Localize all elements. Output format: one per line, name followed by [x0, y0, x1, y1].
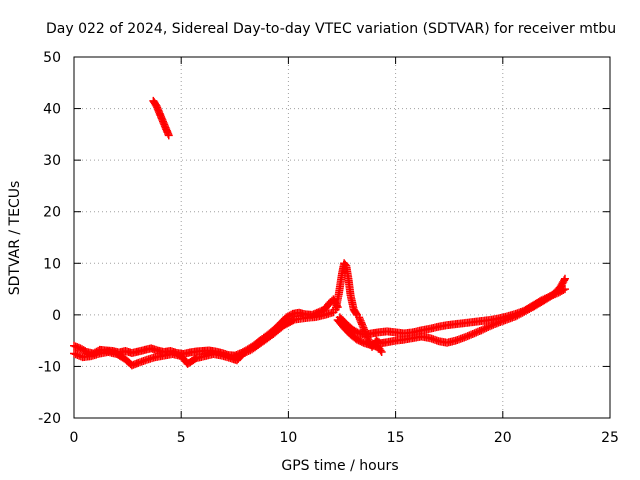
data-point-marker [511, 312, 520, 321]
data-point-marker [363, 334, 372, 343]
data-point-marker [513, 311, 522, 320]
x-tick-label: 10 [279, 430, 297, 446]
x-tick-label: 25 [601, 430, 619, 446]
data-point-marker [484, 323, 493, 332]
data-points [70, 96, 569, 370]
data-point-marker [364, 335, 373, 344]
y-tick-label: 40 [43, 102, 61, 118]
y-tick-label: 50 [43, 50, 61, 66]
y-tick-labels: -20 -10 0 10 20 30 40 50 [38, 50, 61, 427]
data-point-marker [241, 348, 250, 357]
grid-lines [74, 57, 610, 418]
data-point-marker [515, 310, 524, 319]
y-tick-label: 20 [43, 205, 61, 221]
data-point-marker [518, 308, 527, 317]
data-point-marker [520, 307, 529, 316]
data-point-marker [477, 326, 486, 335]
x-tick-label: 5 [177, 430, 186, 446]
y-tick-label: -10 [38, 359, 61, 375]
y-tick-label: -20 [38, 411, 61, 427]
data-point-marker [239, 349, 248, 358]
data-point-marker [376, 346, 385, 355]
data-point-marker [377, 347, 386, 356]
plot-frame [73, 56, 611, 419]
data-point-marker [523, 305, 532, 314]
data-point-marker [482, 323, 491, 332]
y-tick-label: 0 [52, 308, 61, 324]
data-point-marker [242, 347, 251, 356]
data-point-marker [560, 276, 569, 285]
data-point-marker [479, 325, 488, 334]
chart-title: Day 022 of 2024, Sidereal Day-to-day VTE… [46, 21, 616, 37]
data-point-marker [521, 306, 530, 315]
x-tick-label: 0 [70, 430, 79, 446]
data-point-marker [244, 347, 253, 356]
x-tick-label: 20 [494, 430, 512, 446]
data-point-marker [516, 309, 525, 318]
axis-ticks [73, 56, 611, 419]
y-tick-label: 10 [43, 256, 61, 272]
x-tick-labels: 0 5 10 15 20 25 [70, 430, 619, 446]
data-point-marker [525, 304, 534, 313]
x-axis-title: GPS time / hours [281, 458, 398, 474]
y-axis-title: SDTVAR / TECUs [7, 181, 23, 296]
data-point-marker [480, 324, 489, 333]
data-point-marker [164, 131, 173, 140]
x-tick-label: 15 [387, 430, 405, 446]
y-tick-label: 30 [43, 153, 61, 169]
data-point-marker [560, 274, 569, 283]
